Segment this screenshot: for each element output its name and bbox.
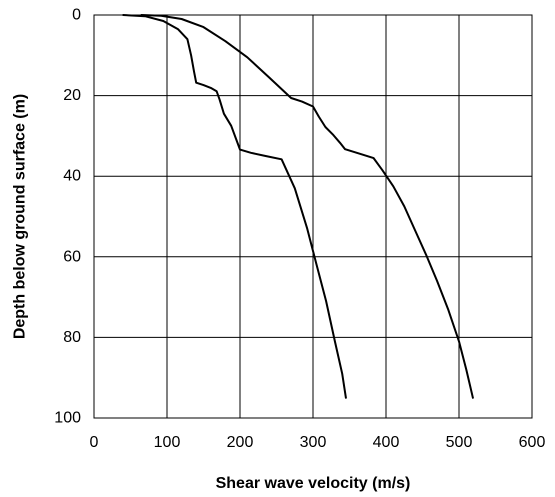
y-tick-label: 0 [72,7,81,24]
x-tick-label: 600 [519,434,546,451]
y-tick-labels: 0 20 40 60 80 100 [54,7,81,427]
y-tick-label: 80 [63,329,81,346]
x-tick-label: 200 [227,434,254,451]
series-lines [122,14,474,399]
x-tick-label: 0 [90,434,99,451]
x-tick-label: 100 [154,434,181,451]
x-tick-label: 500 [446,434,473,451]
y-tick-label: 20 [63,87,81,104]
y-tick-label: 40 [63,168,81,185]
x-axis-label: Shear wave velocity (m/s) [216,475,411,492]
x-tick-labels: 0 100 200 300 400 500 600 [90,434,546,451]
plot-frame [93,14,533,419]
series-line-2 [140,14,474,399]
x-tick-label: 400 [373,434,400,451]
y-axis-label: Depth below ground surface (m) [12,94,29,339]
series-line-1 [122,14,347,399]
y-tick-label: 60 [63,248,81,265]
y-tick-label: 100 [54,410,81,427]
gridlines [93,14,533,419]
x-tick-label: 300 [300,434,327,451]
